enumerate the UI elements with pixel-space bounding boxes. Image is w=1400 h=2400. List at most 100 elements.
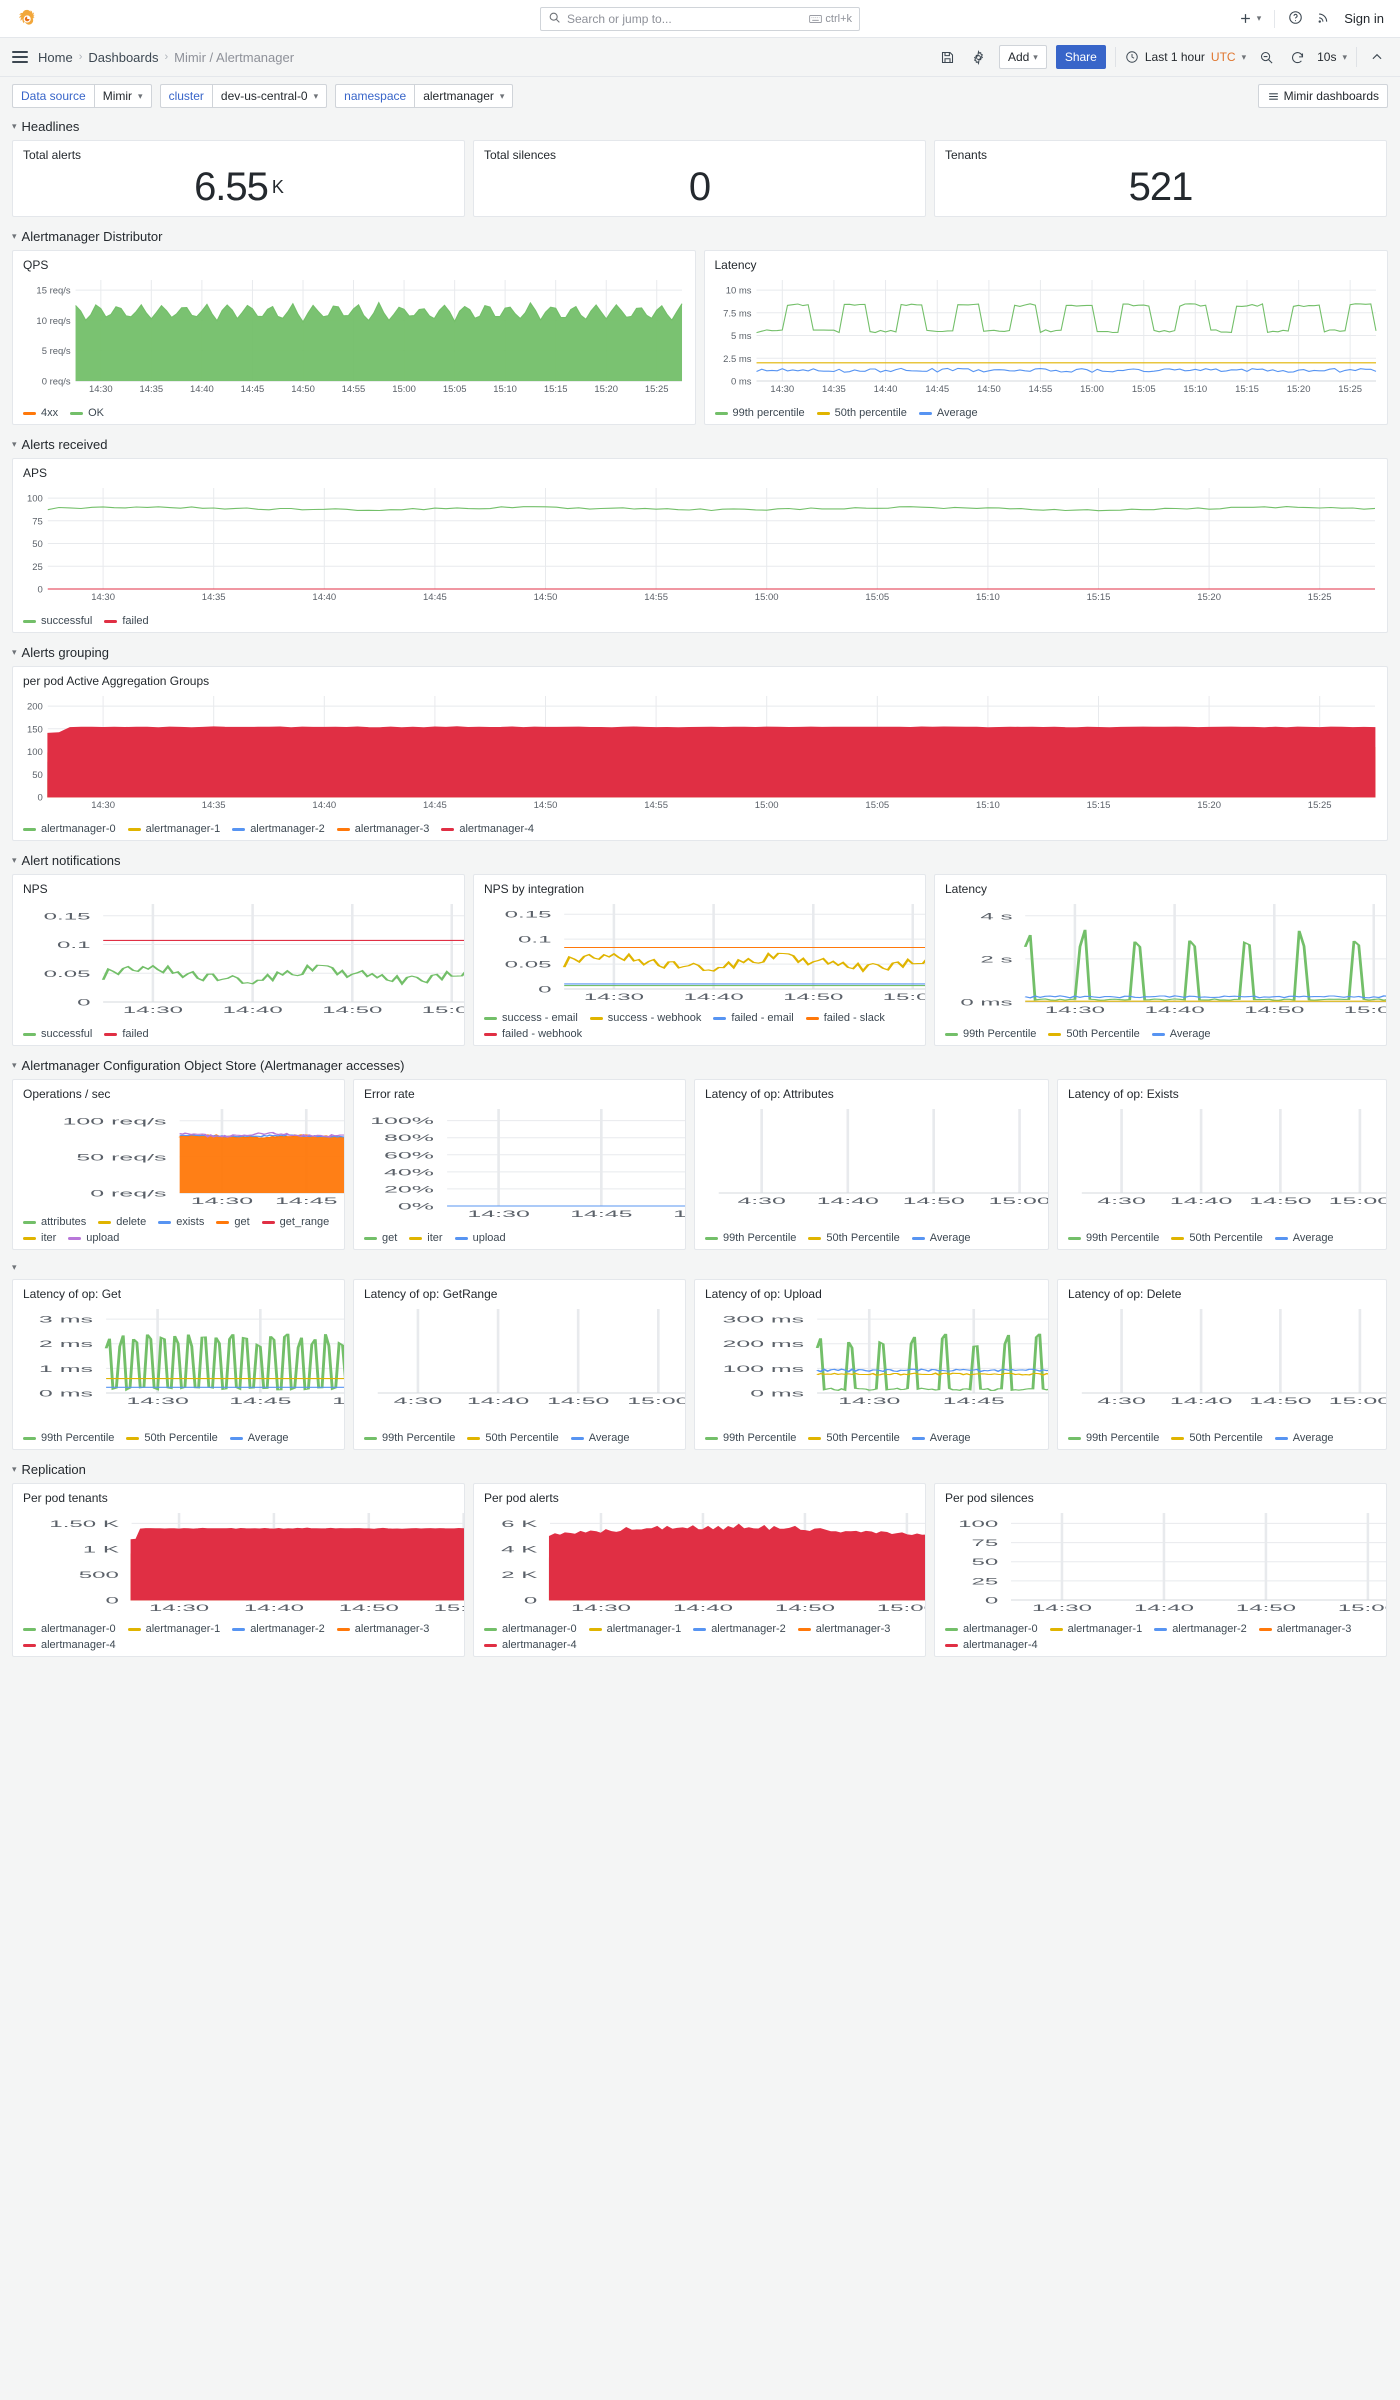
panel-graph[interactable]: 0 req/s 5 req/s 10 req/s 15 req/s 14:30 14:35…: [21, 274, 687, 403]
legend-item[interactable]: 50th Percentile: [1171, 1432, 1263, 1444]
legend-item[interactable]: Average: [1151, 1028, 1211, 1040]
legend-item[interactable]: 99th Percentile: [1068, 1432, 1159, 1444]
collapse-toolbar-button[interactable]: [1366, 46, 1388, 68]
legend-item[interactable]: success - webhook: [589, 1012, 701, 1024]
legend-item[interactable]: Average: [229, 1432, 289, 1444]
legend-item[interactable]: OK: [70, 407, 104, 419]
legend-item[interactable]: attributes: [23, 1216, 86, 1228]
legend-item[interactable]: iter: [409, 1232, 443, 1244]
variable-datasource-value[interactable]: Mimir ▾: [93, 84, 152, 108]
legend-item[interactable]: success - email: [484, 1012, 578, 1024]
time-range-picker[interactable]: Last 1 hour UTC ▾: [1125, 50, 1246, 64]
section-header-alertmanager-distributor[interactable]: ▾ Alertmanager Distributor: [0, 225, 1400, 250]
legend-item[interactable]: 99th Percentile: [23, 1432, 114, 1444]
legend-item[interactable]: Average: [1274, 1232, 1334, 1244]
legend-item[interactable]: 50th Percentile: [1171, 1232, 1263, 1244]
legend-item[interactable]: 50th percentile: [816, 407, 907, 419]
legend-item[interactable]: Average: [1274, 1432, 1334, 1444]
legend-item[interactable]: failed - webhook: [484, 1028, 582, 1040]
refresh-dashboard-button[interactable]: [1286, 46, 1308, 68]
legend-item[interactable]: 99th Percentile: [1068, 1232, 1159, 1244]
legend-item[interactable]: alertmanager-4: [484, 1639, 577, 1651]
legend-item[interactable]: get: [364, 1232, 397, 1244]
zoom-out-time-button[interactable]: [1255, 46, 1277, 68]
section-header-alerts-grouping[interactable]: ▾ Alerts grouping: [0, 641, 1400, 666]
mimir-dashboards-button[interactable]: Mimir dashboards: [1257, 84, 1388, 108]
legend-item[interactable]: 99th Percentile: [945, 1028, 1036, 1040]
legend-item[interactable]: 99th Percentile: [705, 1432, 796, 1444]
legend-item[interactable]: alertmanager-2: [693, 1623, 786, 1635]
panel-graph[interactable]: 00.050.10.1514:3014:4014:5015:0015:1015:…: [482, 898, 925, 1008]
legend-item[interactable]: alertmanager-2: [1154, 1623, 1247, 1635]
section-header-unnamed[interactable]: ▾: [0, 1258, 1400, 1279]
save-dashboard-button[interactable]: [937, 46, 959, 68]
legend-item[interactable]: alertmanager-0: [484, 1623, 577, 1635]
refresh-interval-picker[interactable]: 10s ▾: [1317, 50, 1347, 64]
legend-item[interactable]: alertmanager-3: [336, 823, 429, 835]
section-header-replication[interactable]: ▾ Replication: [0, 1458, 1400, 1483]
panel-graph[interactable]: 0 25 50 75 100 14:30 14:35 14:40 14:45 14:50 14:55…: [21, 482, 1379, 611]
legend-item[interactable]: alertmanager-2: [232, 823, 325, 835]
variable-namespace-value[interactable]: alertmanager ▾: [414, 84, 514, 108]
help-button[interactable]: [1288, 10, 1303, 28]
legend-item[interactable]: alertmanager-1: [1049, 1623, 1142, 1635]
breadcrumb-dashboards[interactable]: Dashboards: [88, 49, 159, 65]
legend-item[interactable]: alertmanager-4: [945, 1639, 1038, 1651]
legend-item[interactable]: alertmanager-4: [23, 1639, 116, 1651]
legend-item[interactable]: 50th Percentile: [467, 1432, 559, 1444]
add-panel-button[interactable]: Add ▾: [998, 45, 1047, 69]
legend-item[interactable]: 4xx: [23, 407, 58, 419]
legend-item[interactable]: 50th Percentile: [126, 1432, 218, 1444]
legend-item[interactable]: exists: [158, 1216, 204, 1228]
share-button[interactable]: Share: [1055, 45, 1106, 69]
legend-item[interactable]: alertmanager-3: [797, 1623, 890, 1635]
section-header-alerts-received[interactable]: ▾ Alerts received: [0, 433, 1400, 458]
legend-item[interactable]: failed: [104, 1028, 149, 1040]
variable-cluster-value[interactable]: dev-us-central-0 ▾: [211, 84, 328, 108]
legend-item[interactable]: alertmanager-3: [1258, 1623, 1351, 1635]
legend-item[interactable]: 99th Percentile: [364, 1432, 455, 1444]
legend-item[interactable]: get: [216, 1216, 250, 1228]
add-new-button[interactable]: ▾: [1238, 11, 1261, 26]
legend-item[interactable]: get_range: [261, 1216, 329, 1228]
legend-item[interactable]: upload: [68, 1232, 119, 1244]
breadcrumb-home[interactable]: Home: [38, 49, 73, 65]
legend-item[interactable]: alertmanager-0: [23, 1623, 116, 1635]
section-header-headlines[interactable]: ▾ Headlines: [0, 115, 1400, 140]
panel-graph[interactable]: 00.050.10.1514:3014:4014:5015:0015:1015:…: [21, 898, 464, 1024]
legend-item[interactable]: 99th Percentile: [705, 1232, 796, 1244]
section-header-alert-notifications[interactable]: ▾ Alert notifications: [0, 849, 1400, 874]
legend-item[interactable]: alertmanager-4: [441, 823, 534, 835]
news-button[interactable]: [1316, 10, 1331, 28]
legend-item[interactable]: failed - email: [713, 1012, 794, 1024]
legend-item[interactable]: successful: [23, 1028, 92, 1040]
legend-item[interactable]: alertmanager-1: [127, 823, 220, 835]
legend-item[interactable]: upload: [454, 1232, 506, 1244]
dashboard-settings-button[interactable]: [968, 46, 990, 68]
legend-item[interactable]: successful: [23, 615, 92, 627]
legend-item[interactable]: Average: [918, 407, 978, 419]
legend-item[interactable]: Average: [911, 1432, 971, 1444]
panel-graph[interactable]: 0 ms 2.5 ms 5 ms 7.5 ms 10 ms 14:30 14:35 14:40…: [713, 274, 1380, 403]
legend-item[interactable]: failed: [104, 615, 149, 627]
legend-item[interactable]: 99th percentile: [714, 407, 805, 419]
sign-in-link[interactable]: Sign in: [1344, 11, 1384, 26]
legend-item[interactable]: iter: [23, 1232, 56, 1244]
legend-item[interactable]: failed - slack: [805, 1012, 885, 1024]
legend-item[interactable]: delete: [98, 1216, 146, 1228]
grafana-logo-icon[interactable]: [16, 8, 38, 30]
legend-item[interactable]: 50th Percentile: [808, 1232, 900, 1244]
legend-item[interactable]: alertmanager-2: [232, 1623, 325, 1635]
legend-item[interactable]: 50th Percentile: [808, 1432, 900, 1444]
legend-item[interactable]: alertmanager-0: [23, 823, 116, 835]
